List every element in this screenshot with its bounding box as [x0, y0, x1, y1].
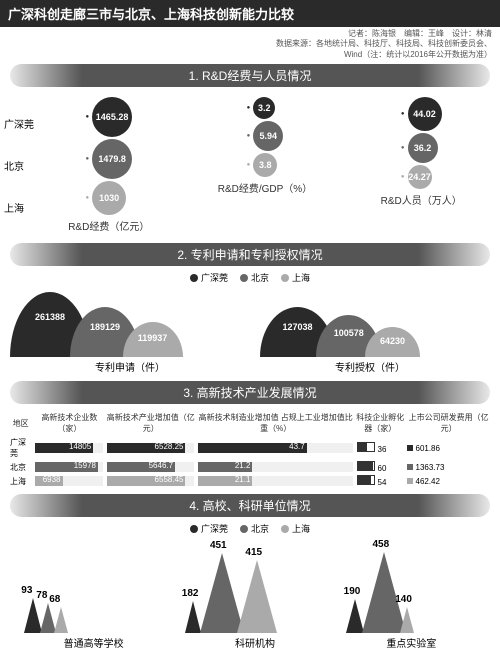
table-header: 高新技术制造业增加值 占规上工业增加值比重（%）	[196, 410, 355, 436]
city-label: 广深莞	[4, 111, 34, 135]
bubble: 36.2	[408, 133, 438, 163]
section4-chart: 937868182451415190458140 普通高等学校 科研机构 重点实…	[0, 538, 500, 655]
triangle	[24, 598, 42, 633]
bubble: 3.2	[253, 97, 275, 119]
legend-dot	[281, 525, 289, 533]
credit-line: 数据来源：各地统计局、科技厅、科技局、科技创新委员会、	[8, 39, 492, 49]
table-row: 上海69386558.4521.1 54 462.42	[8, 474, 492, 488]
legend-dot	[240, 525, 248, 533]
legend-dot	[190, 274, 198, 282]
bubble: 3.8	[253, 153, 277, 177]
axis-label: R&D经费/GDP（%）	[218, 180, 312, 195]
legend: 广深莞 北京 上海	[0, 268, 500, 287]
axis-label: R&D人员（万人）	[381, 192, 462, 207]
axis-label: 普通高等学校	[64, 635, 124, 650]
bubble: 5.94	[253, 121, 283, 151]
axis-label: 科研机构	[235, 635, 275, 650]
table-row: 北京159785646.721.2 60 1363.73	[8, 460, 492, 474]
triangle	[237, 560, 277, 633]
legend-dot	[240, 274, 248, 282]
bubble: 44.02	[408, 97, 442, 131]
credits: 记者：陈海银 编辑：王峰 设计：林清 数据来源：各地统计局、科技厅、科技局、科技…	[0, 27, 500, 62]
city-label: 北京	[4, 153, 34, 177]
axis-label: 重点实验室	[386, 635, 436, 650]
triangle	[54, 607, 68, 633]
bubble: 1479.8	[92, 139, 132, 179]
section3-table: 地区高新技术企业数（家）高新技术产业增加值（亿元）高新技术制造业增加值 占规上工…	[0, 406, 500, 492]
triangle	[185, 601, 201, 633]
table-row: 广深莞148056528.2543.7 36 601.86	[8, 436, 492, 460]
table-header: 上市公司研发费用（亿元）	[405, 410, 492, 436]
axis-label: 专利申请（件）	[95, 359, 165, 374]
table-header: 科技企业孵化器（家）	[355, 410, 405, 436]
legend-dot	[281, 274, 289, 282]
legend-dot	[190, 525, 198, 533]
axis-label: 专利授权（件）	[335, 359, 405, 374]
section1-header: 1. R&D经费与人员情况	[10, 64, 490, 87]
table-header: 高新技术产业增加值（亿元）	[105, 410, 196, 436]
triangle	[400, 607, 414, 633]
page-title: 广深科创走廊三市与北京、上海科技创新能力比较	[0, 0, 500, 27]
credit-line: Wind（注：统计以2016年公开数据为准）	[8, 50, 492, 60]
section1-chart: 广深莞 北京 上海 ●1465.28●1479.8●1030R&D经费（亿元）●…	[0, 89, 500, 241]
table-header: 地区	[8, 410, 33, 436]
section2-header: 2. 专利申请和专利授权情况	[10, 243, 490, 266]
city-label: 上海	[4, 195, 34, 219]
legend: 广深莞 北京 上海	[0, 519, 500, 538]
section4-header: 4. 高校、科研单位情况	[10, 494, 490, 517]
section3-header: 3. 高新技术产业发展情况	[10, 381, 490, 404]
table-header: 高新技术企业数（家）	[33, 410, 105, 436]
credit-line: 记者：陈海银 编辑：王峰 设计：林清	[8, 29, 492, 39]
bubble: 1030	[92, 181, 126, 215]
axis-label: R&D经费（亿元）	[68, 218, 149, 233]
section2-chart: 26138818912911993712703810057864230 专利申请…	[0, 287, 500, 379]
bubble: 24.27	[408, 165, 432, 189]
bubble: 1465.28	[92, 97, 132, 137]
